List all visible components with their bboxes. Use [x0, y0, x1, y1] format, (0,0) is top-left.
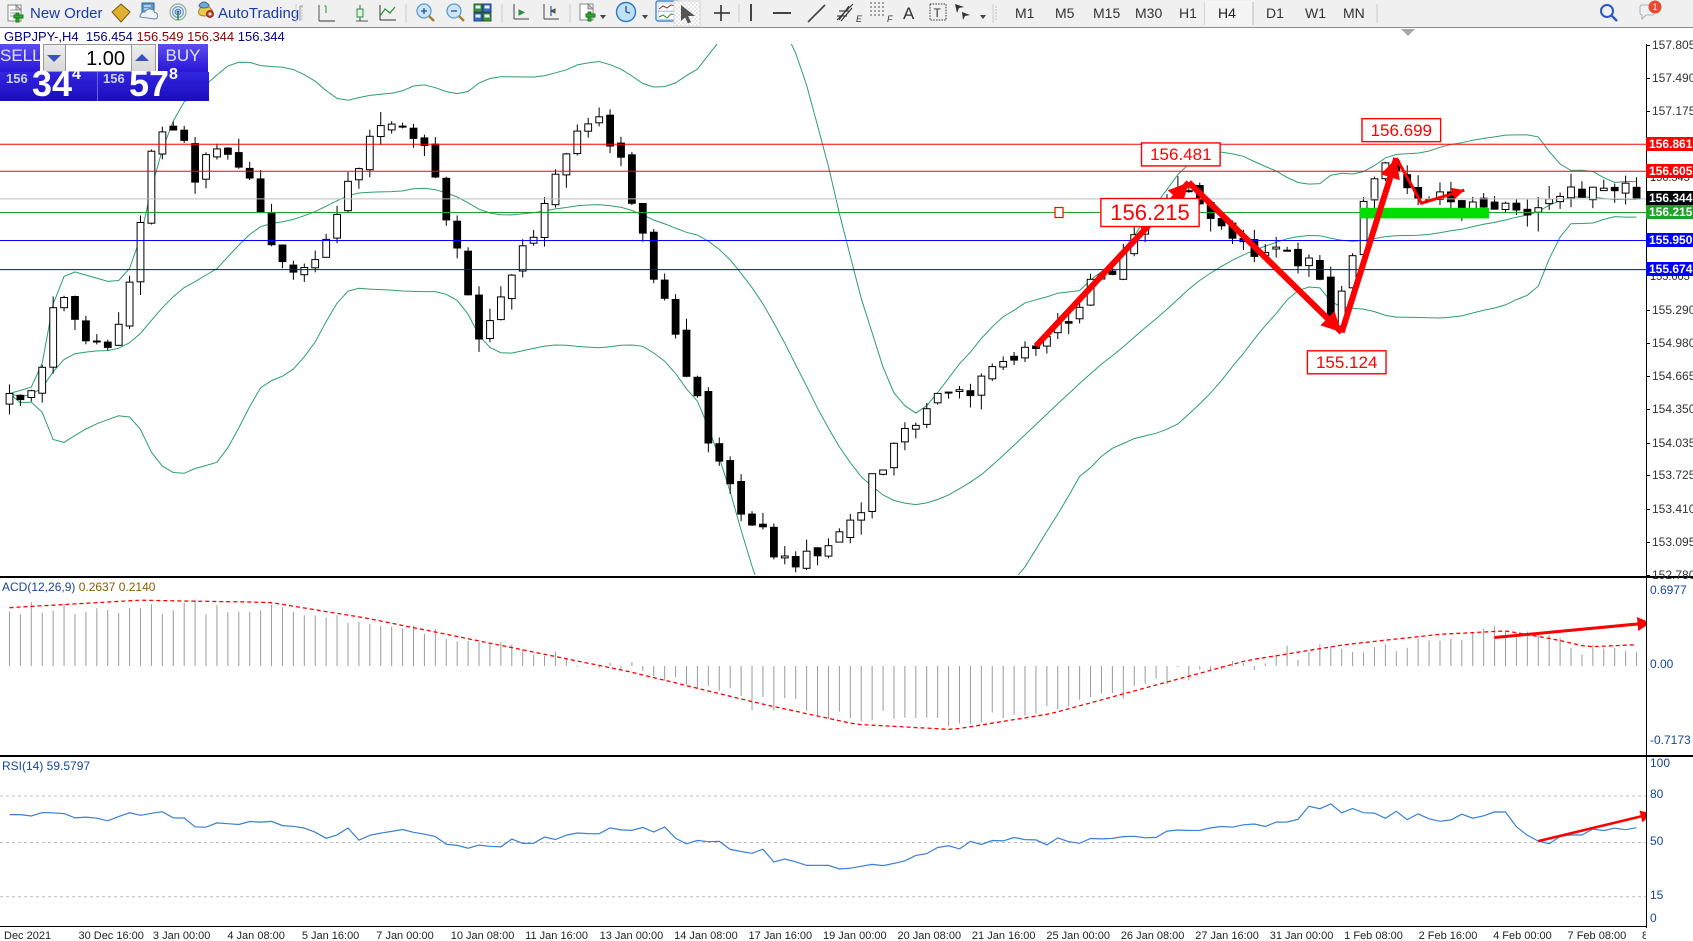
svg-text:H1: H1	[1179, 5, 1197, 21]
svg-text:MN: MN	[1343, 5, 1365, 21]
svg-text:156.699: 156.699	[1371, 121, 1432, 140]
svg-text:M15: M15	[1093, 5, 1120, 21]
svg-text:M30: M30	[1135, 5, 1162, 21]
svg-text:1: 1	[1652, 2, 1657, 12]
svg-text:F: F	[887, 14, 893, 24]
svg-text:156.215: 156.215	[1110, 200, 1190, 225]
svg-text:A: A	[903, 4, 915, 23]
svg-text:New Order: New Order	[30, 5, 103, 22]
svg-text:M5: M5	[1055, 5, 1075, 21]
svg-text:T: T	[934, 6, 942, 20]
svg-text:H4: H4	[1218, 5, 1236, 21]
svg-text:D1: D1	[1266, 5, 1284, 21]
svg-text:156.481: 156.481	[1150, 145, 1211, 164]
svg-text:M1: M1	[1015, 5, 1035, 21]
svg-text:W1: W1	[1305, 5, 1326, 21]
svg-text:AutoTrading: AutoTrading	[218, 5, 299, 22]
svg-text:E: E	[856, 14, 863, 24]
svg-text:155.124: 155.124	[1316, 353, 1377, 372]
